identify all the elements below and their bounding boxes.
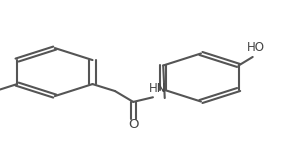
- Text: O: O: [128, 118, 139, 131]
- Text: HN: HN: [148, 82, 166, 95]
- Text: HO: HO: [246, 41, 264, 54]
